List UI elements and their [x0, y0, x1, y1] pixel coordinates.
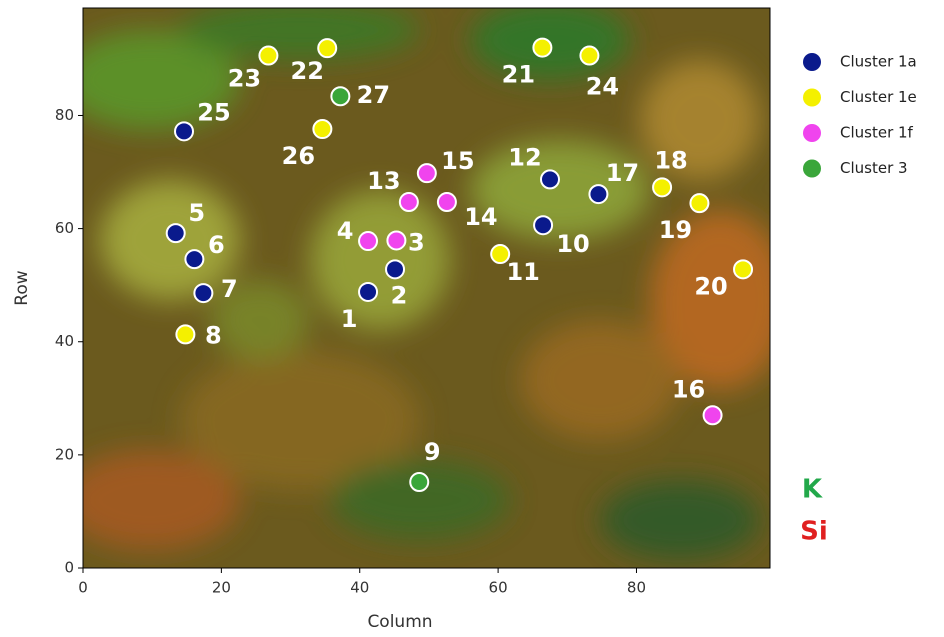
y-tick-label: 60 — [55, 219, 74, 237]
x-tick-label: 60 — [489, 579, 508, 597]
point — [652, 177, 673, 198]
point — [689, 193, 710, 214]
point — [532, 37, 553, 58]
point — [533, 215, 554, 236]
point-label: 8 — [205, 321, 222, 349]
point-label: 3 — [408, 228, 425, 256]
point-label: 4 — [337, 217, 354, 245]
annotation: K — [802, 475, 823, 505]
point-label: 2 — [391, 281, 408, 309]
point — [588, 184, 609, 205]
legend-label: Cluster 1f — [840, 124, 914, 142]
x-tick-label: 40 — [350, 579, 369, 597]
point — [398, 192, 419, 213]
legend-label: Cluster 1e — [840, 88, 917, 106]
point-label: 23 — [228, 65, 261, 93]
point-label: 15 — [441, 147, 474, 175]
legend-marker — [803, 124, 821, 142]
point — [184, 249, 205, 270]
point-label: 19 — [659, 216, 692, 244]
point — [416, 163, 437, 184]
legend-marker — [803, 159, 821, 178]
point — [539, 169, 560, 190]
point-label: 22 — [291, 57, 324, 85]
point-label: 26 — [282, 142, 315, 170]
point — [193, 283, 214, 304]
point — [409, 472, 430, 493]
point — [317, 38, 338, 59]
point-label: 10 — [556, 230, 589, 258]
point-label: 6 — [208, 231, 225, 259]
point — [312, 119, 333, 140]
point — [490, 244, 511, 265]
point-label: 11 — [506, 258, 539, 286]
point — [330, 86, 351, 107]
y-tick-label: 0 — [64, 559, 74, 577]
point — [175, 324, 196, 345]
point-label: 25 — [197, 98, 230, 126]
point-label: 9 — [424, 438, 441, 466]
legend-label: Cluster 3 — [840, 159, 908, 177]
point — [385, 259, 406, 280]
point-label: 14 — [464, 203, 497, 231]
x-tick-label: 0 — [78, 579, 88, 597]
y-tick-label: 80 — [55, 106, 74, 124]
x-tick-label: 20 — [212, 579, 231, 597]
point-label: 7 — [221, 275, 238, 303]
point — [733, 259, 754, 280]
point-label: 12 — [508, 143, 541, 171]
point — [702, 405, 723, 426]
point-label: 18 — [654, 146, 687, 174]
point-label: 27 — [357, 81, 390, 109]
legend-marker — [803, 53, 821, 71]
y-tick-label: 20 — [55, 445, 74, 463]
legend-label: Cluster 1a — [840, 53, 917, 71]
point-label: 24 — [586, 73, 619, 101]
point-label: 1 — [341, 305, 358, 333]
point-label: 17 — [606, 159, 639, 187]
point — [358, 281, 379, 302]
point — [358, 231, 379, 252]
x-axis-label: Column — [367, 612, 432, 632]
point — [579, 45, 600, 66]
point-label: 20 — [694, 272, 727, 300]
point — [174, 121, 195, 142]
point-label: 13 — [367, 167, 400, 195]
annotation: Si — [800, 517, 828, 547]
point — [386, 230, 407, 251]
legend-marker — [803, 88, 821, 107]
point — [258, 45, 279, 66]
y-tick-label: 40 — [55, 332, 74, 350]
point-label: 21 — [502, 61, 535, 89]
y-axis-label: Row — [12, 270, 32, 305]
point-label: 16 — [672, 375, 705, 403]
x-tick-label: 80 — [627, 579, 646, 597]
point-label: 5 — [188, 199, 205, 227]
point — [436, 192, 457, 213]
point — [165, 223, 186, 244]
plot-frame — [82, 7, 771, 569]
